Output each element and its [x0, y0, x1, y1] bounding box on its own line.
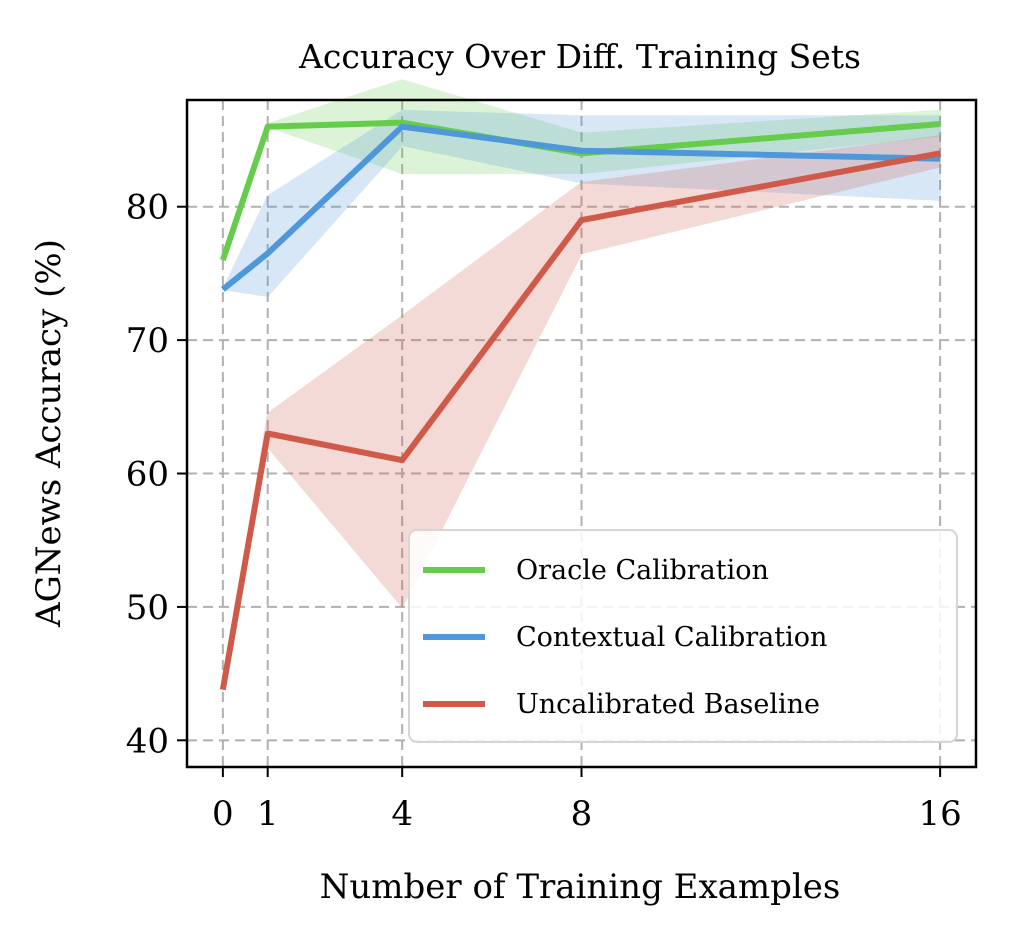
legend-label: Contextual Calibration [516, 622, 827, 653]
x-tick-label: 4 [391, 794, 413, 834]
y-tick-label: 70 [126, 321, 169, 361]
x-tick-label: 1 [257, 794, 279, 834]
legend-box [408, 529, 958, 743]
y-tick-label: 50 [126, 588, 169, 628]
oracle-calibration-line [220, 119, 941, 262]
y-tick-label: 80 [126, 188, 169, 228]
y-tick-label: 40 [126, 721, 169, 761]
x-tick-label: 0 [212, 794, 234, 834]
legend: Oracle Calibration Contextual Calibration… [408, 529, 958, 743]
legend-label: Uncalibrated Baseline [516, 689, 820, 720]
series-lines [219, 119, 941, 691]
x-tick-label: 8 [571, 794, 593, 834]
axis-ticks: 0 1 4 8 16 40 50 60 70 80 [126, 188, 962, 834]
x-tick-label: 16 [919, 794, 962, 834]
contextual-calibration-line [220, 123, 941, 292]
uncalibrated-baseline-line [219, 150, 941, 691]
y-tick-label: 60 [126, 455, 169, 495]
plot-frame [185, 98, 978, 769]
x-axis-label: Number of Training Examples [320, 867, 841, 907]
y-axis-label: AGNews Accuracy (%) [29, 239, 69, 628]
uncalibrated-baseline-band [222, 135, 941, 690]
legend-label: Oracle Calibration [516, 555, 769, 586]
chart-title: Accuracy Over Diff. Training Sets [298, 37, 861, 76]
